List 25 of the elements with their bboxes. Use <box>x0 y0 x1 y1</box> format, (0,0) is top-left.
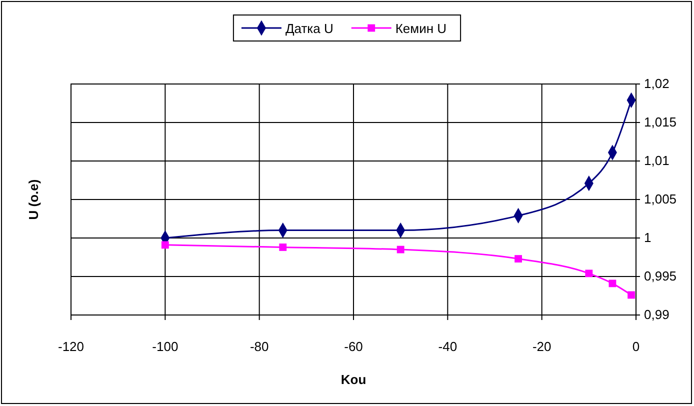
legend-label: Датка U <box>285 21 334 36</box>
point <box>514 255 522 262</box>
y-axis-title: U (o.e) <box>26 179 41 220</box>
legend-label: Кемин U <box>395 21 447 36</box>
x-tick-label: 0 <box>632 339 640 354</box>
x-tick-label: -60 <box>344 339 363 354</box>
y-tick-label: 1,015 <box>644 114 677 130</box>
point <box>161 241 169 249</box>
x-tick-label: -40 <box>438 339 458 354</box>
y-tick-label: 1,02 <box>644 76 670 92</box>
point <box>585 270 593 278</box>
point <box>608 280 616 288</box>
x-tick-label: -120 <box>58 339 84 354</box>
x-tick-label: -100 <box>152 339 178 354</box>
point <box>628 291 635 299</box>
x-axis-title: Kou <box>340 372 366 387</box>
point <box>279 244 287 251</box>
y-tick-label: 0,995 <box>644 268 677 284</box>
y-tick-label: 1,01 <box>644 153 670 168</box>
point <box>396 246 404 254</box>
x-tick-label: -80 <box>250 339 269 354</box>
y-tick-label: 1,005 <box>644 192 677 207</box>
y-tick-label: 0,99 <box>644 307 670 322</box>
x-tick-label: -20 <box>532 339 552 354</box>
y-tick-label: 1 <box>644 230 652 246</box>
